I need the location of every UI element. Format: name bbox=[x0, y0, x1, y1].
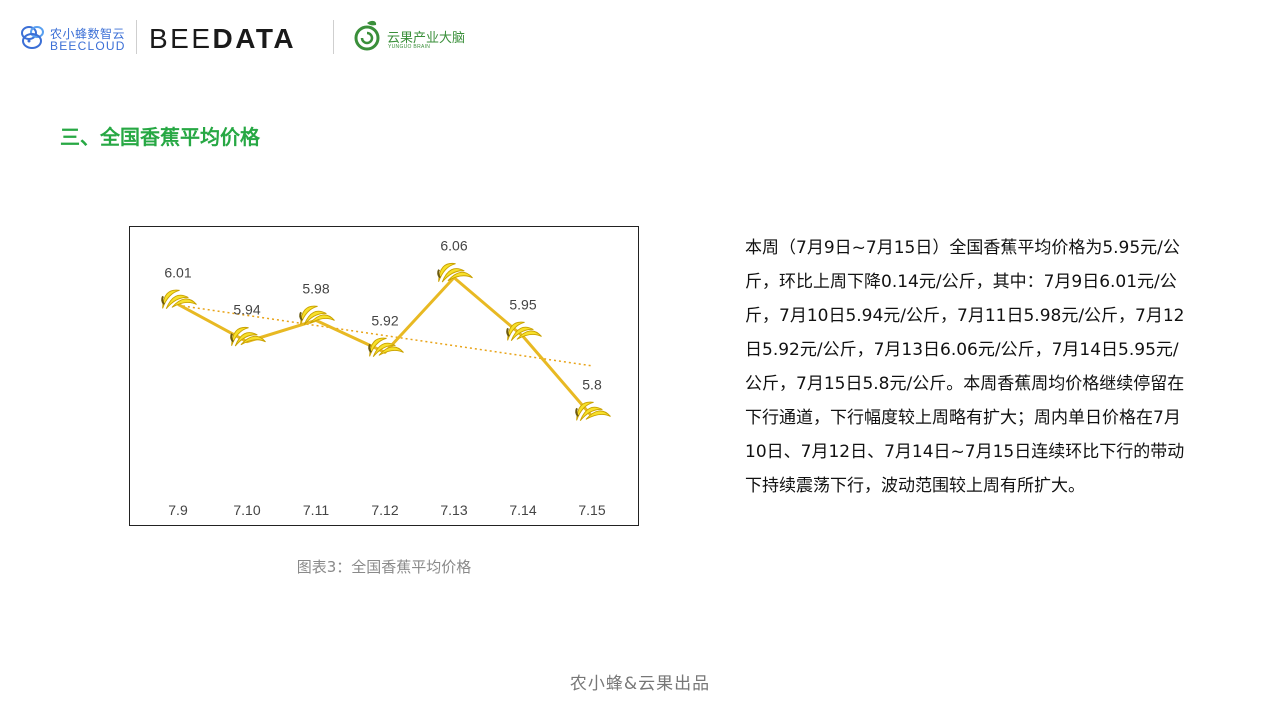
x-tick-label: 7.11 bbox=[303, 502, 329, 518]
chart-frame: 6.01 5.94 5.98 5.92 6.06 5.95 5.8 7.9 7.10 7.11 7.… bbox=[129, 226, 639, 526]
banana-icon bbox=[437, 262, 473, 283]
footer-credit: 农小蜂&云果出品 bbox=[569, 674, 711, 694]
header-divider bbox=[333, 20, 334, 54]
x-tick-label: 7.9 bbox=[168, 502, 188, 518]
beecloud-logo-icon bbox=[21, 26, 44, 49]
data-label: 5.98 bbox=[302, 280, 329, 296]
header: 农小蜂数智云 BEECLOUD BEEDATA 云果产业大脑 YUNGUO BR… bbox=[0, 0, 1280, 80]
data-label: 5.95 bbox=[509, 296, 536, 312]
beedata-logo-part2: DATA bbox=[212, 23, 297, 54]
data-label: 6.06 bbox=[440, 238, 467, 254]
banana-icon bbox=[506, 321, 542, 342]
yunguo-logo-cn: 云果产业大脑 bbox=[387, 31, 466, 46]
x-tick-label: 7.13 bbox=[440, 502, 467, 518]
beecloud-logo-en: BEECLOUD bbox=[50, 39, 126, 53]
banana-icon bbox=[299, 305, 335, 326]
data-label: 5.8 bbox=[582, 376, 602, 392]
x-tick-label: 7.15 bbox=[578, 502, 605, 518]
yunguo-logo-en: YUNGUO BRAIN bbox=[388, 44, 431, 50]
beecloud-logo-cn: 农小蜂数智云 bbox=[50, 27, 126, 41]
banana-icon bbox=[368, 337, 404, 358]
data-label: 5.94 bbox=[233, 302, 260, 318]
data-label: 6.01 bbox=[164, 264, 191, 280]
x-tick-label: 7.12 bbox=[371, 502, 398, 518]
description-paragraph: 本周（7月9日~7月15日）全国香蕉平均价格为5.95元/公斤，环比上周下降0.… bbox=[745, 238, 1185, 496]
beedata-logo-part1: BEE bbox=[149, 23, 213, 54]
x-tick-label: 7.14 bbox=[509, 502, 536, 518]
price-line-chart: 6.01 5.94 5.98 5.92 6.06 5.95 5.8 7.9 7.10 7.11 7.… bbox=[161, 238, 611, 518]
x-tick-label: 7.10 bbox=[233, 502, 260, 518]
banana-icon bbox=[575, 401, 611, 422]
section-title: 三、全国香蕉平均价格 bbox=[60, 125, 260, 149]
banana-icon bbox=[230, 326, 266, 347]
banana-icon bbox=[161, 289, 197, 310]
data-label: 5.92 bbox=[371, 312, 398, 328]
beedata-logo: BEEDATA bbox=[149, 22, 296, 56]
yunguo-logo-icon bbox=[354, 20, 380, 51]
chart-caption: 图表3：全国香蕉平均价格 bbox=[296, 558, 472, 576]
header-divider bbox=[136, 20, 137, 54]
